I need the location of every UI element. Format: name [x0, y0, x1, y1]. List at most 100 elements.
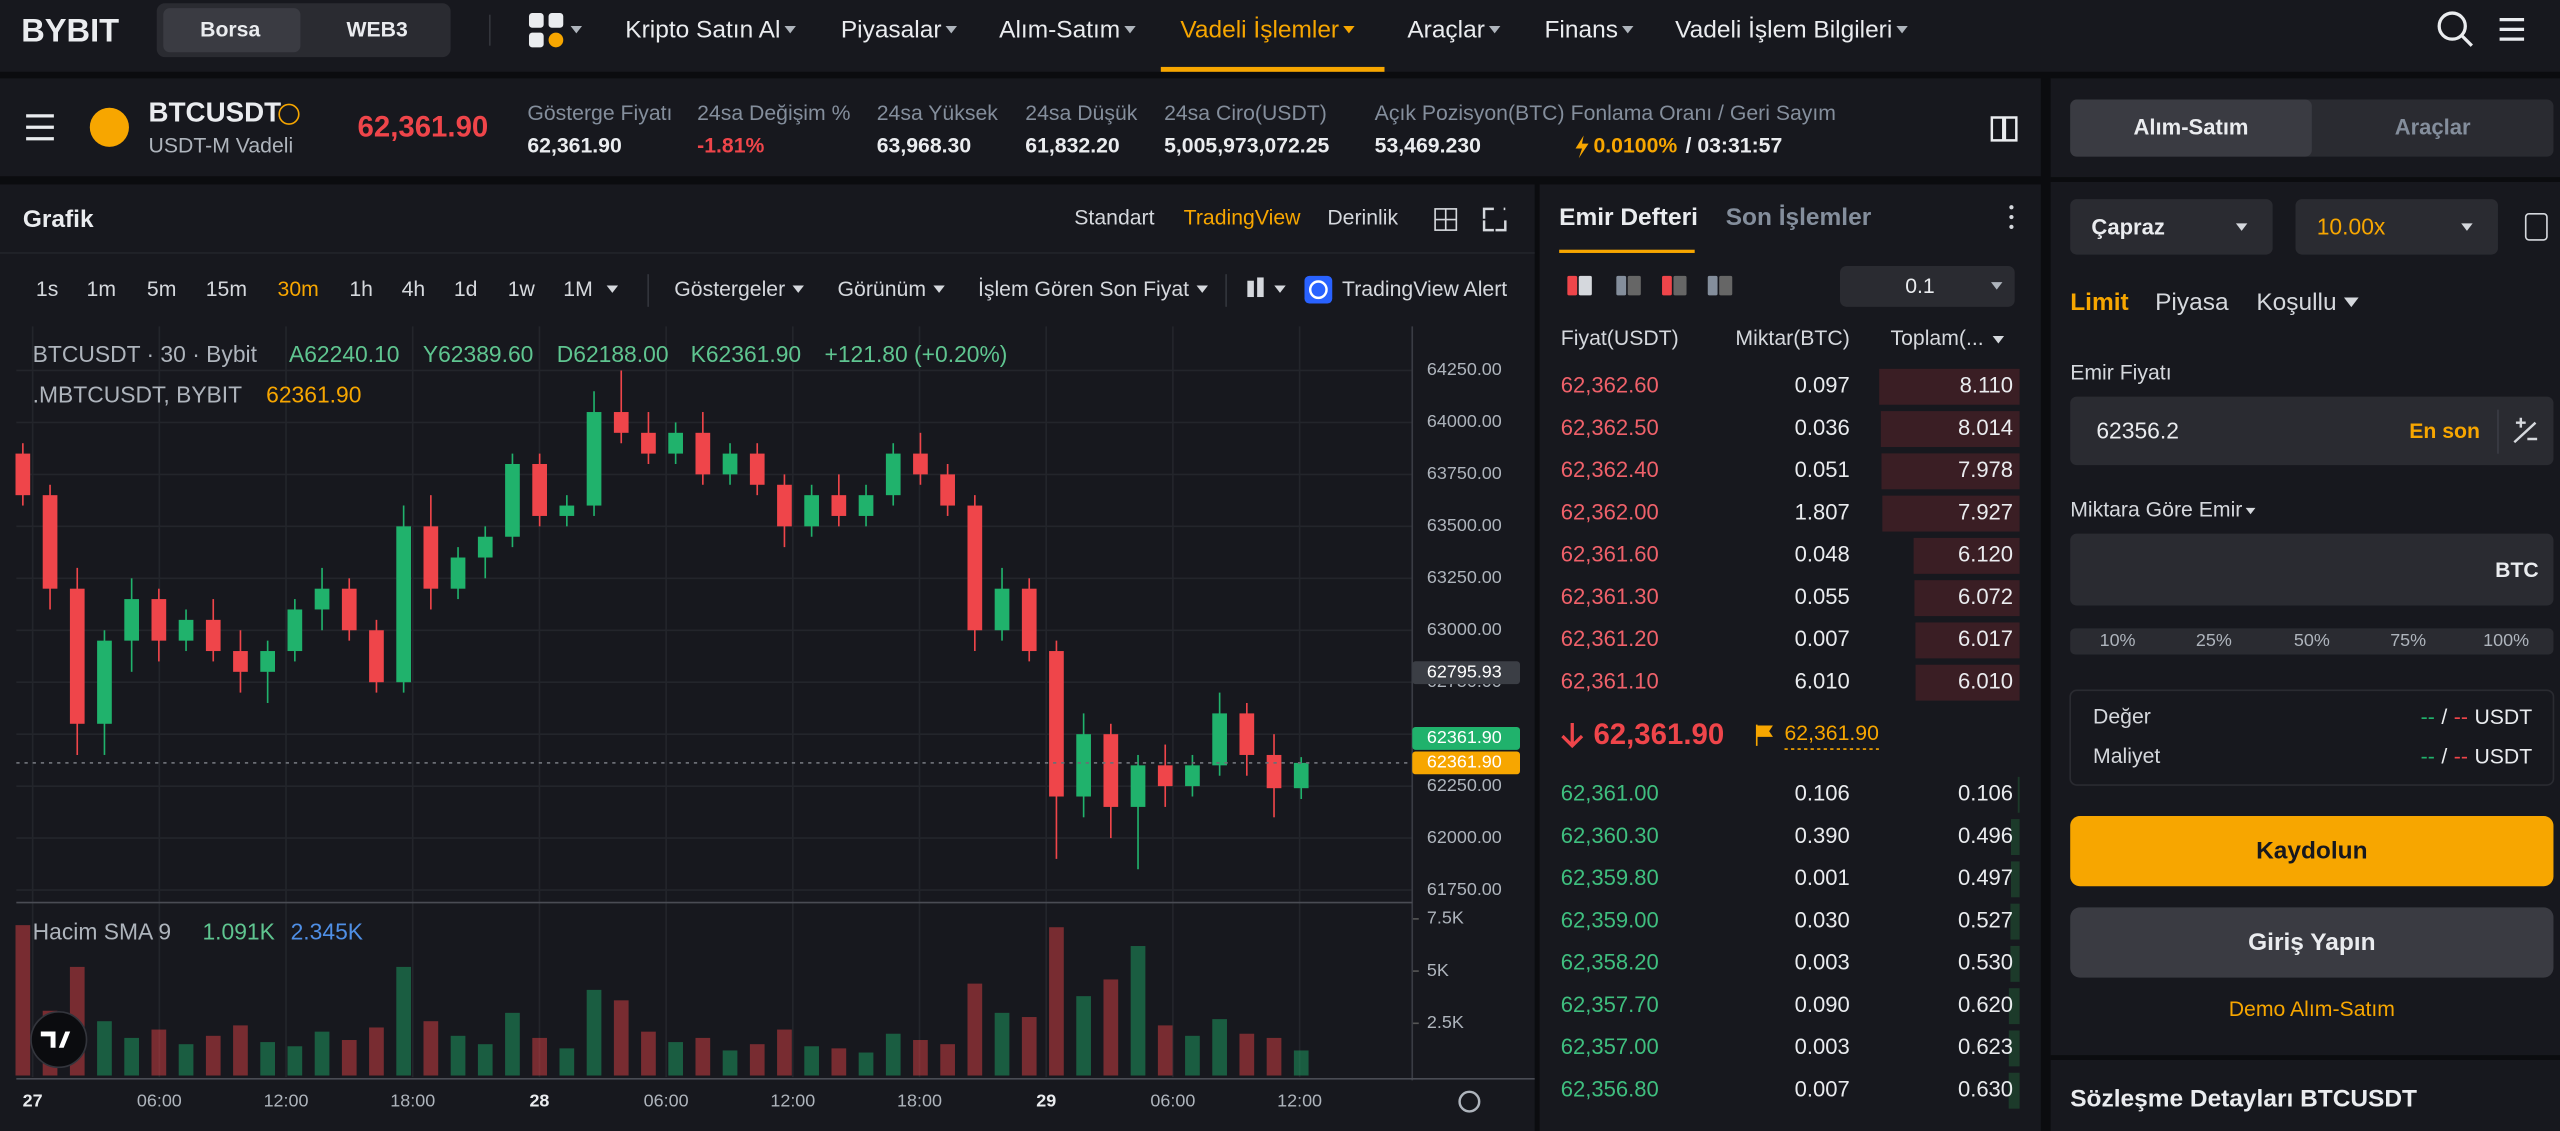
price-tag [1412, 751, 1520, 775]
x-tick-label: 27 [23, 1090, 43, 1110]
margin-select[interactable] [2070, 199, 2273, 255]
settings-icon[interactable] [1458, 1090, 1481, 1113]
alert-icon[interactable] [1304, 275, 1333, 304]
interval[interactable]: 1d [454, 278, 478, 301]
price-input[interactable] [2070, 396, 2554, 466]
candle-body [477, 536, 493, 558]
interval[interactable]: 1h [349, 278, 373, 301]
x-tick-label: 29 [1036, 1090, 1056, 1110]
book-qty: 0.106 [1795, 781, 1850, 806]
interval[interactable]: 4h [402, 278, 426, 301]
view-tab[interactable]: Derinlik [1327, 206, 1398, 229]
book-view-icon[interactable] [1673, 275, 1687, 296]
book-total: 6.072 [1958, 584, 2013, 609]
book-price: 62,358.20 [1561, 950, 1659, 975]
interval[interactable]: 15m [206, 278, 247, 301]
book-view-icon[interactable] [1662, 275, 1672, 296]
book-price: 62,361.10 [1561, 668, 1659, 693]
nav-item[interactable]: Finans [1544, 16, 1617, 43]
ohlc-value: +121.80 (+0.20%) [824, 341, 1007, 367]
candle-body [1130, 765, 1146, 807]
book-tab[interactable]: Son İşlemler [1726, 204, 1872, 231]
signup-label[interactable]: Kaydolun [2256, 837, 2368, 864]
book-view-icon[interactable] [1707, 275, 1718, 296]
candle-body [695, 432, 711, 475]
demo-link[interactable]: Demo Alım-Satım [2229, 998, 2395, 1021]
interval[interactable]: 1m [87, 278, 116, 301]
interval[interactable]: 1s [36, 278, 58, 301]
book-view-icon[interactable] [1616, 275, 1627, 296]
signup-button[interactable] [2070, 816, 2554, 887]
order-type[interactable]: Koşullu [2256, 289, 2336, 316]
interval[interactable]: 30m [278, 278, 319, 301]
nav-item[interactable]: Alım-Satım [999, 16, 1120, 43]
stat-label: 24sa Değişim % [697, 102, 850, 125]
price-hint[interactable]: En son [2409, 420, 2480, 443]
volume-bar [260, 1042, 275, 1076]
book-view-icon[interactable] [1578, 275, 1592, 296]
nav-item[interactable]: Vadeli İşlemler [1180, 16, 1339, 43]
book-tab-underline [1559, 249, 1695, 253]
qty-input[interactable] [2070, 533, 2554, 606]
interval[interactable]: 5m [147, 278, 176, 301]
candle-icon [1247, 280, 1254, 298]
book-qty: 0.007 [1795, 626, 1850, 651]
tab-active [163, 8, 301, 53]
form-tab[interactable]: Alım-Satım [2134, 115, 2249, 140]
alert-button[interactable]: TradingView Alert [1342, 278, 1507, 301]
book-view-icon[interactable] [1567, 275, 1578, 296]
volume-bar [1212, 1019, 1227, 1076]
book-tab[interactable]: Emir Defteri [1559, 204, 1698, 231]
nav-item[interactable]: Vadeli İşlem Bilgileri [1675, 16, 1892, 43]
nav-item[interactable]: Piyasalar [841, 16, 942, 43]
apps-icon [548, 13, 564, 28]
volume-bar [124, 1037, 140, 1076]
interval[interactable]: 1M [563, 278, 592, 301]
login-label[interactable]: Giriş Yapın [2248, 929, 2375, 956]
tool[interactable]: Göstergeler [674, 278, 785, 301]
book-view-icon[interactable] [1719, 275, 1733, 296]
nav-item[interactable]: Kripto Satın Al [625, 16, 780, 43]
nav-tab[interactable]: WEB3 [346, 19, 408, 42]
volume-bar [804, 1046, 819, 1076]
order-type[interactable]: Piyasa [2155, 289, 2229, 316]
depth-bar [1882, 495, 2020, 532]
view-tab[interactable]: Standart [1074, 206, 1154, 229]
book-total: 0.620 [1958, 992, 2013, 1017]
book-price: 62,360.30 [1561, 823, 1659, 848]
login-button[interactable] [2070, 907, 2554, 978]
form-tab[interactable]: Araçlar [2395, 115, 2471, 140]
label: Değer [2093, 706, 2151, 729]
tool[interactable]: Görünüm [838, 278, 926, 301]
volume-tick-label: 7.5K [1427, 908, 1464, 928]
step-select[interactable] [1840, 266, 2015, 307]
order-type[interactable]: Limit [2070, 289, 2128, 316]
interval[interactable]: 1w [508, 278, 536, 301]
view-tab[interactable]: TradingView [1184, 206, 1301, 229]
percent-option[interactable]: 10% [2100, 630, 2136, 650]
summary-box [2069, 689, 2555, 786]
label: / 03:31:57 [1686, 134, 1783, 157]
caret-icon [1124, 25, 1136, 34]
book-total: 0.630 [1958, 1077, 2013, 1102]
nav-tab[interactable]: Borsa [200, 19, 260, 42]
label: .MBTCUSDT, BYBIT [33, 382, 243, 408]
tool[interactable]: İşlem Gören Son Fiyat [978, 277, 1189, 301]
y-tick-label: 62000.00 [1427, 827, 1502, 847]
book-view-icon[interactable] [1627, 275, 1641, 296]
volume-bar [369, 1027, 384, 1076]
caret-icon [570, 25, 583, 34]
stat-label: 24sa Ciro(USDT) [1164, 102, 1327, 125]
percent-option[interactable]: 100% [2483, 630, 2529, 650]
percent-option[interactable]: 50% [2294, 630, 2330, 650]
volume-bar [477, 1044, 493, 1076]
search-icon[interactable] [2437, 11, 2467, 41]
percent-option[interactable]: 75% [2390, 630, 2426, 650]
stat-value: 5,005,973,072.25 [1164, 134, 1329, 157]
nav-item[interactable]: Araçlar [1407, 16, 1485, 43]
lightning-icon [1575, 135, 1589, 159]
percent-option[interactable]: 25% [2196, 630, 2232, 650]
percent-track[interactable] [2070, 628, 2554, 655]
leverage-select[interactable] [2295, 199, 2498, 255]
